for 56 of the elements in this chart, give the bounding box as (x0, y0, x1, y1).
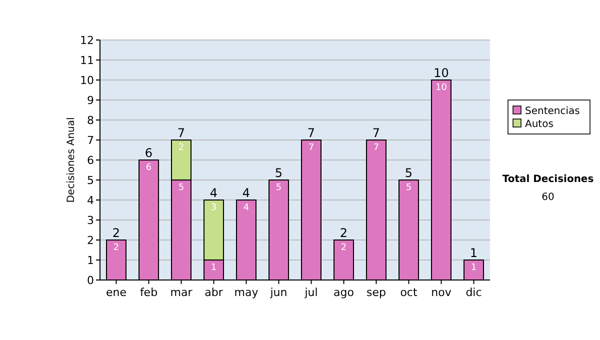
y-tick-label: 10 (80, 74, 94, 87)
x-tick-label: jul (304, 286, 318, 299)
x-tick-label: ago (334, 286, 354, 299)
total-label: 4 (242, 186, 250, 200)
data-label: 2 (178, 143, 184, 153)
total-label: 10 (434, 66, 449, 80)
y-tick-label: 1 (87, 254, 94, 267)
total-label: 6 (144, 146, 153, 160)
data-label: 2 (113, 243, 120, 253)
y-tick-label: 3 (87, 214, 94, 227)
text: Total Decisiones (502, 174, 594, 185)
x-tick-label: feb (140, 286, 158, 299)
legend-label: Autos (525, 119, 554, 130)
x-tick-label: sep (366, 286, 386, 299)
total-label: 5 (404, 166, 413, 180)
y-tick-label: 9 (87, 94, 94, 107)
total-label: 4 (210, 186, 218, 200)
y-tick-label: 7 (87, 134, 94, 147)
x-tick-label: ene (106, 286, 127, 299)
x-tick-label: mar (170, 286, 193, 299)
x-tick-label: oct (400, 286, 418, 299)
total-label: 2 (112, 226, 120, 240)
total-label: 7 (307, 126, 316, 140)
data-label: 10 (436, 83, 448, 93)
data-label: 4 (243, 203, 250, 213)
total-label: 5 (274, 166, 283, 180)
data-label: 1 (210, 263, 217, 273)
total-label: 7 (372, 126, 380, 140)
y-tick-label: 0 (87, 274, 94, 287)
x-tick-label: nov (431, 286, 452, 299)
data-label: 7 (308, 143, 314, 153)
x-tick-label: abr (204, 286, 224, 299)
x-tick-label: may (234, 286, 259, 299)
data-label: 3 (210, 203, 217, 213)
data-label: 2 (340, 243, 347, 253)
y-tick-label: 8 (87, 114, 94, 127)
data-label: 6 (146, 163, 152, 173)
data-label: 1 (470, 263, 477, 273)
total-label: 2 (340, 226, 348, 240)
y-axis-title: Decisiones Anual (66, 117, 77, 203)
y-tick-label: 5 (87, 174, 94, 187)
y-tick-label: 6 (87, 154, 94, 167)
y-tick-label: 4 (87, 194, 94, 207)
data-label: 5 (406, 183, 412, 193)
y-tick-label: 2 (87, 234, 94, 247)
data-label: 7 (373, 143, 380, 153)
total-label: 1 (470, 246, 478, 260)
text: 60 (542, 192, 554, 203)
legend-label: Sentencias (525, 106, 580, 117)
x-tick-label: jun (269, 286, 288, 299)
data-label: 5 (178, 183, 184, 193)
y-tick-label: 12 (80, 34, 94, 47)
data-label: 5 (276, 183, 282, 193)
x-tick-label: dic (466, 286, 482, 299)
total-label: 7 (177, 126, 186, 140)
y-tick-label: 11 (80, 54, 94, 67)
